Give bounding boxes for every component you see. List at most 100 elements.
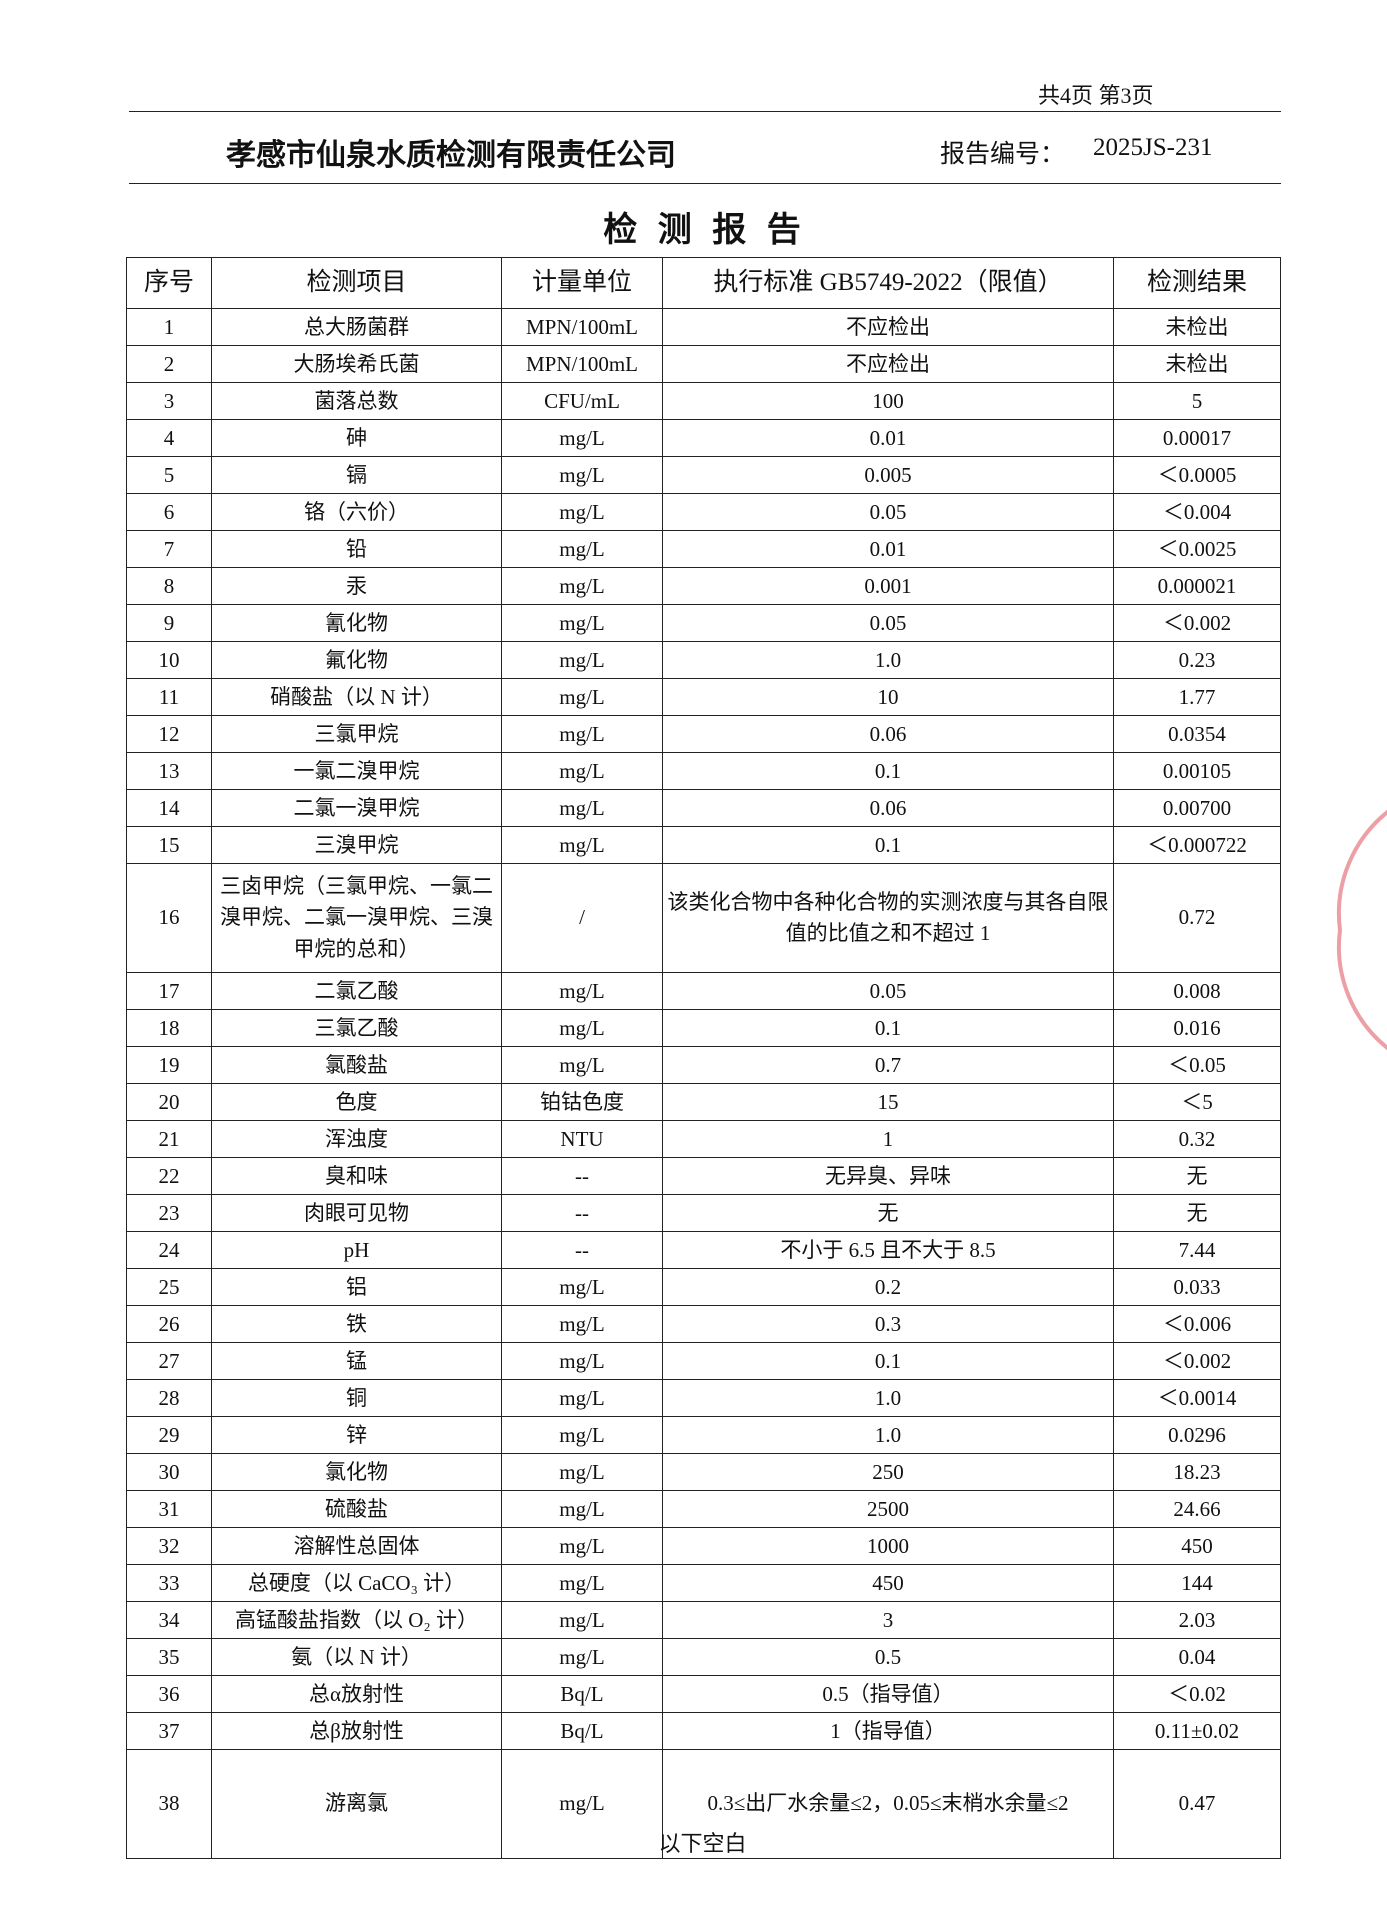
standard: 2500: [662, 1490, 1114, 1528]
table-row: 21 浑浊度 NTU 1 0.32: [126, 1120, 1281, 1158]
item: 三氯甲烷: [211, 715, 502, 753]
unit: mg/L: [501, 641, 663, 679]
standard: 1（指导值）: [662, 1712, 1114, 1750]
result: 0.008: [1113, 972, 1281, 1010]
row-number: 8: [126, 567, 212, 605]
row-number: 15: [126, 826, 212, 864]
rule: [129, 111, 1281, 112]
unit: mg/L: [501, 604, 663, 642]
standard: 0.1: [662, 826, 1114, 864]
unit: Bq/L: [501, 1675, 663, 1713]
standard: 0.7: [662, 1046, 1114, 1084]
standard: 0.5（指导值）: [662, 1675, 1114, 1713]
row-number: 7: [126, 530, 212, 568]
row-number: 9: [126, 604, 212, 642]
unit: --: [501, 1231, 663, 1269]
table-row: 12 三氯甲烷 mg/L 0.06 0.0354: [126, 715, 1281, 753]
table-row: 23 肉眼可见物 -- 无无: [126, 1194, 1281, 1232]
table-row: 20 色度 铂钴色度 15 ＜5: [126, 1083, 1281, 1121]
result: 0.000021: [1113, 567, 1281, 605]
row-number: 32: [126, 1527, 212, 1565]
result: ＜0.002: [1113, 604, 1281, 642]
table-row: 4 砷 mg/L 0.01 0.00017: [126, 419, 1281, 457]
row-number: 22: [126, 1157, 212, 1195]
item: 锰: [211, 1342, 502, 1380]
standard: 0.01: [662, 530, 1114, 568]
column-header: 计量单位: [501, 257, 663, 309]
item: 臭和味: [211, 1157, 502, 1195]
item: 二氯乙酸: [211, 972, 502, 1010]
table-row: 11 硝酸盐（以 N 计） mg/L 10 1.77: [126, 678, 1281, 716]
row-number: 25: [126, 1268, 212, 1306]
row-number: 14: [126, 789, 212, 827]
report-no: 2025JS-231: [1093, 134, 1213, 161]
table-row: 37 总β放射性 Bq/L 1（指导值） 0.11±0.02: [126, 1712, 1281, 1750]
unit: --: [501, 1194, 663, 1232]
unit: mg/L: [501, 1564, 663, 1602]
row-number: 4: [126, 419, 212, 457]
result: 0.47: [1113, 1749, 1281, 1859]
table-row: 1 总大肠菌群 MPN/100mL 不应检出 未检出: [126, 308, 1281, 346]
item: 总大肠菌群: [211, 308, 502, 346]
row-number: 28: [126, 1379, 212, 1417]
table-row: 3 菌落总数 CFU/mL 100 5: [126, 382, 1281, 420]
row-number: 23: [126, 1194, 212, 1232]
row-number: 12: [126, 715, 212, 753]
row-number: 30: [126, 1453, 212, 1491]
row-number: 24: [126, 1231, 212, 1269]
result: 0.033: [1113, 1268, 1281, 1306]
row-number: 34: [126, 1601, 212, 1639]
standard: 0.2: [662, 1268, 1114, 1306]
item: 铅: [211, 530, 502, 568]
item: pH: [211, 1231, 502, 1269]
item: 色度: [211, 1083, 502, 1121]
unit: Bq/L: [501, 1712, 663, 1750]
column-header: 执行标准 GB5749-2022（限值）: [662, 257, 1114, 309]
title: 检 测 报 告: [603, 212, 807, 249]
standard: 0.06: [662, 715, 1114, 753]
table-row: 7 铅 mg/L 0.01 ＜0.0025: [126, 530, 1281, 568]
unit: mg/L: [501, 678, 663, 716]
standard: 1000: [662, 1527, 1114, 1565]
row-number: 35: [126, 1638, 212, 1676]
result: 144: [1113, 1564, 1281, 1602]
row-number: 5: [126, 456, 212, 494]
standard: 0.3≤出厂水余量≤2，0.05≤末梢水余量≤2: [662, 1749, 1114, 1859]
row-number: 20: [126, 1083, 212, 1121]
result: ＜5: [1113, 1083, 1281, 1121]
result: 18.23: [1113, 1453, 1281, 1491]
standard: 0.005: [662, 456, 1114, 494]
standard: 0.001: [662, 567, 1114, 605]
standard: 无: [662, 1194, 1114, 1232]
page-info: 共4页 第3页: [1038, 83, 1154, 108]
standard: 450: [662, 1564, 1114, 1602]
unit: mg/L: [501, 752, 663, 790]
standard: 15: [662, 1083, 1114, 1121]
row-number: 17: [126, 972, 212, 1010]
row-number: 21: [126, 1120, 212, 1158]
table-row: 26 铁 mg/L 0.3 ＜0.006: [126, 1305, 1281, 1343]
unit: MPN/100mL: [501, 345, 663, 383]
table-row: 28 铜 mg/L 1.0 ＜0.0014: [126, 1379, 1281, 1417]
table-row: 32 溶解性总固体 mg/L 1000 450: [126, 1527, 1281, 1565]
row-number: 19: [126, 1046, 212, 1084]
unit: mg/L: [501, 1342, 663, 1380]
row-number: 26: [126, 1305, 212, 1343]
result: ＜0.000722: [1113, 826, 1281, 864]
table-row: 19 氯酸盐 mg/L 0.7 ＜0.05: [126, 1046, 1281, 1084]
result: 0.00105: [1113, 752, 1281, 790]
table-row: 35 氨（以 N 计） mg/L 0.5 0.04: [126, 1638, 1281, 1676]
row-number: 13: [126, 752, 212, 790]
unit: mg/L: [501, 493, 663, 531]
standard: 10: [662, 678, 1114, 716]
item: 铬（六价）: [211, 493, 502, 531]
result: 450: [1113, 1527, 1281, 1565]
unit: mg/L: [501, 1601, 663, 1639]
unit: mg/L: [501, 1490, 663, 1528]
result: ＜0.0025: [1113, 530, 1281, 568]
table-row: 24 pH -- 不小于 6.5 且不大于 8.5 7.44: [126, 1231, 1281, 1269]
table-row: 6 铬（六价） mg/L 0.05 ＜0.004: [126, 493, 1281, 531]
rule: [129, 183, 1281, 184]
item: 二氯一溴甲烷: [211, 789, 502, 827]
table-row: 8 汞 mg/L 0.001 0.000021: [126, 567, 1281, 605]
